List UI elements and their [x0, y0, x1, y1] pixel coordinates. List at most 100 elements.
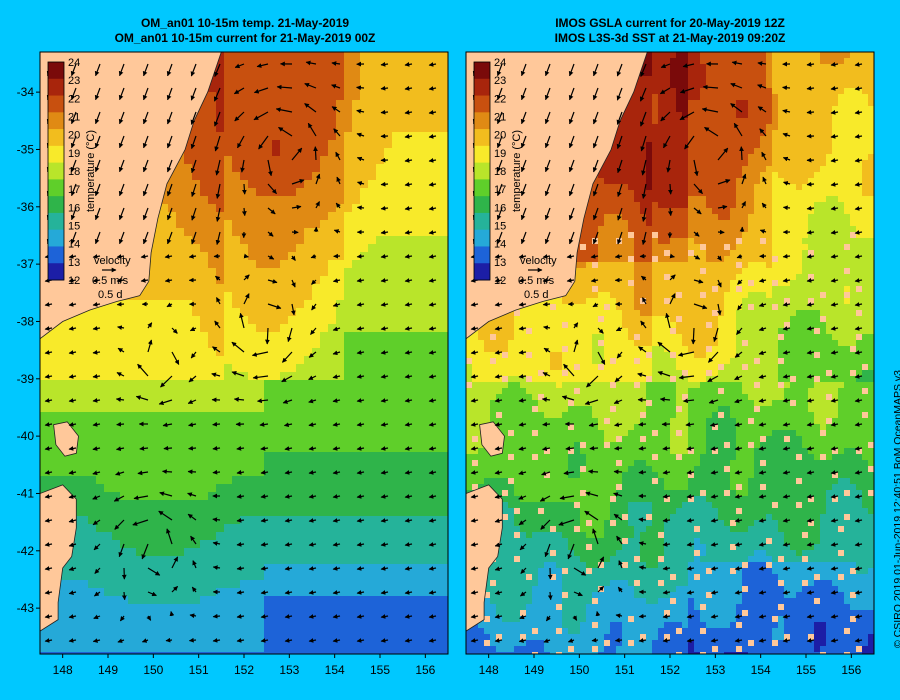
velocity-arrow — [380, 230, 389, 235]
velocity-arrow — [236, 446, 245, 451]
velocity-arrow — [284, 542, 293, 547]
velocity-arrow — [308, 542, 317, 547]
velocity-arrow — [243, 274, 250, 281]
velocity-arrow — [693, 207, 702, 215]
velocity-arrow — [684, 135, 695, 150]
velocity-arrow — [639, 87, 647, 102]
velocity-arrow — [707, 375, 719, 383]
velocity-arrow — [70, 111, 77, 125]
colorbar-swatch — [474, 78, 490, 97]
colorbar-tick-label: 16 — [494, 202, 506, 214]
velocity-arrow — [137, 470, 149, 476]
velocity-arrow — [281, 375, 293, 383]
velocity-arrow — [284, 566, 293, 571]
velocity-arrow — [806, 326, 815, 331]
velocity-arrow — [563, 363, 575, 377]
velocity-arrow — [115, 471, 125, 476]
velocity-arrow — [686, 590, 695, 595]
velocity-arrow — [806, 181, 815, 187]
velocity-arrow — [806, 278, 815, 283]
velocity-arrow — [640, 320, 647, 329]
velocity-arrow — [641, 183, 647, 199]
velocity-arrow — [710, 542, 719, 547]
velocity-arrow — [854, 62, 863, 67]
velocity-arrow — [544, 231, 551, 245]
velocity-arrow — [614, 375, 623, 383]
velocity-arrow — [68, 494, 77, 499]
velocity-arrow — [356, 350, 365, 355]
velocity-arrow — [639, 111, 647, 127]
velocity-arrow — [215, 183, 221, 199]
velocity-arrow — [291, 229, 299, 235]
velocity-arrow — [830, 110, 839, 115]
velocity-arrow — [734, 614, 743, 619]
lon-tick-label: 150 — [143, 663, 163, 677]
velocity-arrow — [616, 111, 623, 125]
velocity-arrow — [518, 254, 527, 259]
velocity-arrow — [140, 254, 149, 259]
colorbar-tick-label: 12 — [68, 275, 80, 287]
velocity-arrow — [614, 445, 623, 451]
velocity-arrow — [190, 159, 197, 174]
velocity-arrow — [731, 60, 743, 66]
velocity-arrow — [691, 327, 696, 345]
velocity-arrow — [539, 495, 551, 502]
velocity-arrow — [212, 445, 221, 451]
lon-tick-label: 153 — [705, 663, 725, 677]
colorbar-tick-label: 23 — [494, 75, 506, 87]
velocity-arrow — [190, 135, 197, 150]
velocity-arrow — [215, 231, 221, 245]
velocity-arrow — [356, 205, 365, 211]
velocity-arrow — [573, 591, 583, 597]
lon-tick-label: 155 — [370, 663, 390, 677]
velocity-arrow — [734, 375, 743, 381]
velocity-arrow — [118, 135, 125, 149]
velocity-arrow — [568, 87, 575, 101]
lon-tick-label: 148 — [53, 663, 73, 677]
velocity-arrow — [428, 422, 437, 427]
velocity-arrow — [166, 159, 173, 173]
colorbar: 24 23 22 21 20 19 18 17 16 15 14 13 12 temperature (°… — [473, 57, 523, 287]
velocity-arrow — [118, 111, 125, 125]
velocity-arrow — [94, 207, 101, 221]
velocity-arrow — [332, 494, 341, 499]
velocity-arrow — [118, 63, 125, 77]
velocity-arrow — [171, 327, 178, 334]
lon-tick-label: 151 — [615, 663, 635, 677]
velocity-arrow — [380, 85, 389, 91]
velocity-arrow — [542, 446, 551, 452]
velocity-arrow — [332, 374, 341, 379]
velocity-arrow — [380, 542, 389, 547]
velocity-arrow — [782, 494, 791, 499]
velocity-arrow — [758, 566, 767, 571]
velocity-arrow — [231, 341, 245, 353]
velocity-arrow — [356, 132, 365, 138]
velocity-arrow — [68, 302, 77, 307]
velocity-arrow — [782, 518, 791, 523]
velocity-arrow — [188, 637, 197, 643]
velocity-arrow — [543, 325, 551, 330]
velocity-arrow — [568, 63, 575, 77]
colorbar-swatch — [474, 129, 490, 147]
velocity-arrow — [308, 398, 317, 404]
velocity-arrow — [290, 255, 296, 261]
velocity-arrow — [592, 135, 599, 149]
velocity-arrow — [258, 135, 269, 150]
velocity-arrow — [665, 312, 671, 329]
velocity-arrow — [659, 87, 671, 95]
velocity-arrow — [520, 63, 527, 77]
velocity-arrow — [597, 556, 605, 569]
velocity-arrow — [284, 494, 293, 499]
velocity-arrow — [117, 638, 125, 643]
velocity-arrow — [239, 312, 245, 329]
velocity-arrow — [830, 302, 839, 307]
velocity-arrow — [191, 207, 197, 221]
colorbar: 24 23 22 21 20 19 18 17 16 15 14 13 12 temperature (°… — [47, 57, 97, 287]
velocity-arrow — [597, 351, 606, 365]
velocity-arrow — [283, 422, 293, 428]
velocity-arrow — [638, 346, 647, 353]
velocity-arrow — [281, 351, 293, 363]
velocity-arrow — [518, 349, 527, 355]
colorbar-tick-label: 18 — [68, 166, 80, 178]
velocity-arrow — [618, 560, 623, 569]
